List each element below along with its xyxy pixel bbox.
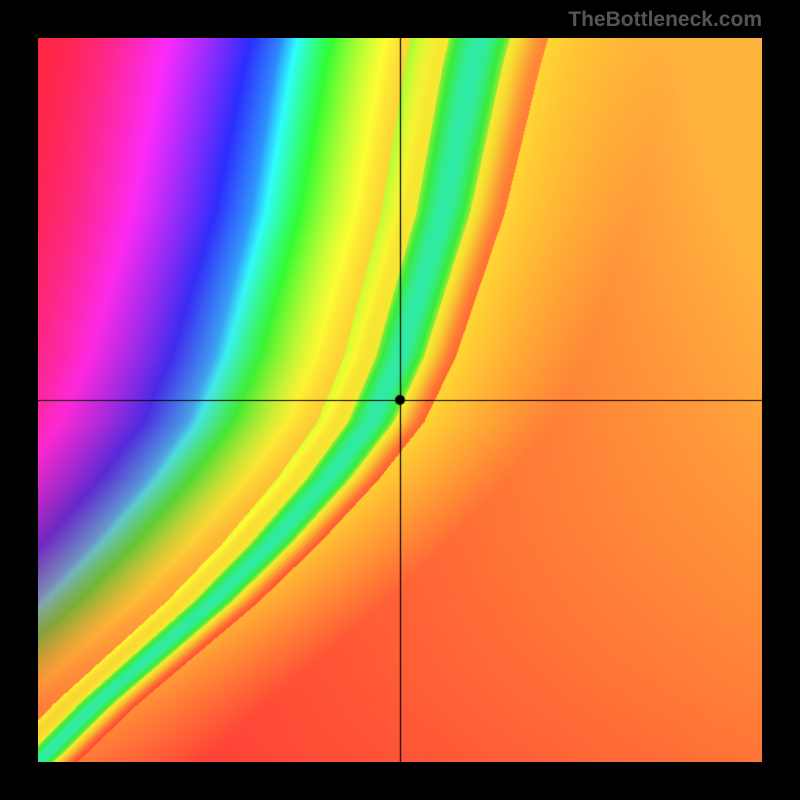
- bottleneck-heatmap: [38, 38, 762, 762]
- chart-container: TheBottleneck.com: [0, 0, 800, 800]
- watermark-text: TheBottleneck.com: [568, 8, 762, 32]
